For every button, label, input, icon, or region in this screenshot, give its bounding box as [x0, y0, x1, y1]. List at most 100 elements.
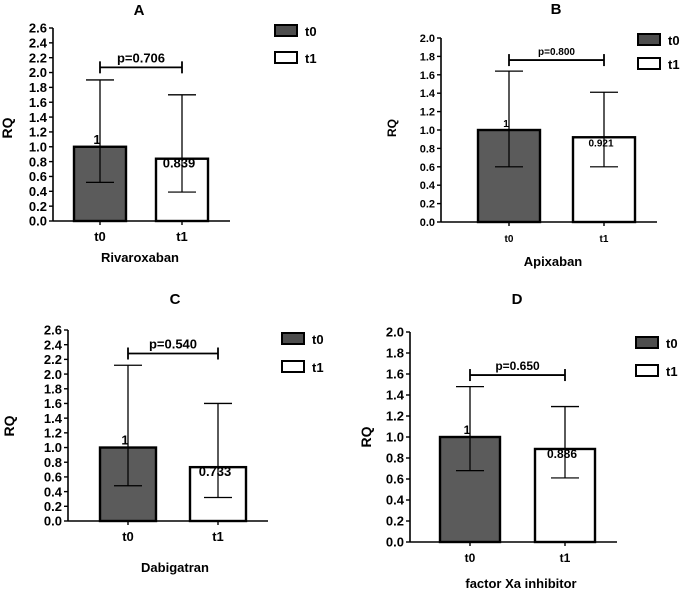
y-tick-label: 0.6	[29, 169, 47, 184]
legend-swatch-t1	[635, 364, 659, 377]
legend-label: t1	[666, 364, 678, 379]
y-tick-label: 0.2	[386, 514, 404, 529]
x-tick-label: t0	[505, 234, 514, 245]
x-tick-label: t1	[600, 234, 609, 245]
legend-label: t0	[666, 336, 678, 351]
y-tick-label: 1.0	[420, 125, 435, 137]
y-tick-label: 2.0	[29, 65, 47, 80]
legend-label: t0	[668, 33, 680, 48]
legend-swatch-t1	[637, 57, 661, 70]
y-tick-label: 0.6	[386, 472, 404, 487]
value-label: 0.839	[163, 156, 196, 171]
legend-label: t1	[312, 360, 324, 375]
value-label: 1	[503, 119, 509, 130]
y-tick-label: 2.2	[29, 50, 47, 65]
p-value-label: p=0.706	[117, 50, 165, 65]
legend-swatch-t0	[281, 332, 305, 345]
y-tick-label: 0.2	[29, 199, 47, 214]
legend-label: t0	[305, 24, 317, 39]
y-tick-label: 1.8	[386, 346, 404, 361]
legend-swatch-t0	[274, 24, 298, 37]
x-tick-label: t1	[212, 529, 224, 544]
y-tick-label: 1.4	[386, 388, 405, 403]
x-tick-label: t1	[176, 229, 188, 244]
chart-panel-a: A 0.00.20.40.60.81.01.21.41.61.82.02.22.4…	[0, 2, 317, 265]
chart-title: Rivaroxaban	[101, 250, 179, 265]
y-tick-label: 0.8	[29, 154, 47, 169]
chart-title: Dabigatran	[141, 560, 209, 575]
y-axis-label: RQ	[1, 415, 17, 436]
x-tick-label: t1	[560, 551, 571, 565]
p-value-label: p=0.800	[538, 47, 575, 58]
chart-panel-b: B 0.0 0.2 0.4 0.6 0.8 1.0 1.2 1.4 1.6 1.8 2.0 RQ 1 t0 0…	[385, 1, 680, 269]
value-label: 0.733	[199, 464, 232, 479]
y-tick-label: 2.0	[44, 367, 62, 382]
y-tick-label: 1.4	[420, 88, 436, 100]
value-label: 1	[93, 132, 100, 147]
chart-panel-d: D 0.0 0.2 0.4 0.6 0.8 1.0 1.2 1.4 1.6 1.8 2.0 RQ 1 t0 0…	[358, 291, 678, 591]
y-tick-label: 0.0	[386, 535, 404, 550]
y-tick-label: 0.4	[386, 493, 405, 508]
x-tick-label: t0	[122, 529, 134, 544]
y-tick-label: 1.0	[29, 139, 47, 154]
y-tick-label: 0.8	[420, 143, 435, 155]
value-label: 0.886	[547, 447, 577, 461]
chart-title: factor Xa inhibitor	[465, 576, 576, 591]
legend-swatch-t1	[281, 360, 305, 373]
y-tick-label: 1.8	[29, 80, 47, 95]
y-tick-label: 1.0	[386, 430, 404, 445]
legend-label: t1	[668, 57, 680, 72]
y-tick-label: 1.8	[420, 51, 435, 63]
value-label: 0.921	[588, 138, 613, 149]
y-tick-label: 0.2	[420, 199, 435, 211]
legend-swatch-t0	[637, 33, 661, 46]
panel-label: D	[512, 291, 523, 308]
y-tick-label: 1.2	[29, 125, 47, 140]
y-axis-label: RQ	[0, 117, 15, 138]
y-tick-label: 1.6	[44, 396, 62, 411]
value-label: 1	[121, 433, 128, 448]
chart-panel-c: C 0.00.20.40.60.81.01.21.41.61.82.02.22.4…	[1, 291, 324, 575]
y-tick-label: 0.2	[44, 499, 62, 514]
panel-label: B	[551, 1, 562, 18]
y-tick-label: 1.0	[44, 440, 62, 455]
y-tick-label: 0.4	[420, 180, 436, 192]
y-tick-label: 0.0	[420, 217, 435, 229]
y-tick-label: 0.0	[44, 514, 62, 529]
y-tick-label: 1.2	[44, 426, 62, 441]
value-label: 1	[464, 423, 471, 437]
y-tick-label: 0.4	[29, 184, 48, 199]
y-tick-label: 1.4	[44, 411, 63, 426]
y-tick-label: 1.2	[420, 107, 435, 119]
y-axis-label: RQ	[385, 119, 399, 137]
y-tick-label: 2.6	[29, 21, 47, 36]
panel-label: A	[134, 2, 145, 19]
y-tick-label: 2.4	[44, 337, 63, 352]
y-tick-label: 0.6	[420, 162, 435, 174]
y-tick-label: 1.8	[44, 381, 62, 396]
y-tick-label: 2.4	[29, 36, 48, 51]
y-tick-label: 0.8	[44, 455, 62, 470]
y-tick-label: 1.2	[386, 409, 404, 424]
y-tick-label: 0.0	[29, 214, 47, 229]
legend-label: t0	[312, 332, 324, 347]
y-tick-label: 1.4	[29, 110, 48, 125]
y-tick-label: 1.6	[386, 367, 404, 382]
legend-label: t1	[305, 51, 317, 66]
y-tick-label: 0.8	[386, 451, 404, 466]
y-tick-label: 0.6	[44, 470, 62, 485]
y-axis-label: RQ	[358, 426, 374, 447]
y-tick-label: 2.0	[420, 33, 435, 45]
x-tick-label: t0	[94, 229, 106, 244]
p-value-label: p=0.540	[149, 337, 197, 352]
p-value-label: p=0.650	[495, 359, 540, 373]
chart-title: Apixaban	[524, 254, 583, 269]
y-tick-label: 2.2	[44, 352, 62, 367]
y-tick-label: 2.6	[44, 323, 62, 338]
y-tick-label: 1.6	[29, 95, 47, 110]
y-tick-label: 0.4	[44, 484, 63, 499]
y-tick-label: 1.6	[420, 70, 435, 82]
y-tick-label: 2.0	[386, 325, 404, 340]
legend-swatch-t0	[635, 336, 659, 349]
